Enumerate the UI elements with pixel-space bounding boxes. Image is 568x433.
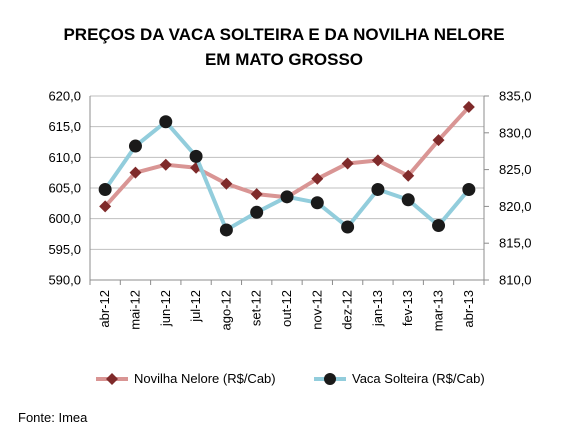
legend-item-vaca: Vaca Solteira (R$/Cab)	[314, 371, 485, 386]
y-right-tick-label: 810,0	[499, 273, 532, 288]
data-point-vaca	[250, 205, 264, 219]
data-point-vaca	[310, 196, 324, 210]
x-tick-label: abr-12	[97, 290, 112, 328]
y-left-tick-label: 605,0	[48, 181, 81, 196]
x-tick-label: jan-13	[370, 290, 385, 327]
legend-line-vaca	[314, 372, 346, 385]
data-point-vaca	[159, 115, 173, 129]
legend-line-novilha	[96, 372, 128, 385]
y-left-tick-label: 600,0	[48, 211, 81, 226]
series-line-vaca	[103, 119, 471, 232]
data-point-vaca	[128, 139, 142, 153]
x-tick-label: jun-12	[158, 290, 173, 327]
x-tick-label: fev-13	[400, 290, 415, 326]
data-point-vaca	[98, 182, 112, 196]
y-left-tick-label: 610,0	[48, 150, 81, 165]
x-tick-label: nov-12	[309, 290, 324, 330]
y-left-tick-label: 615,0	[48, 119, 81, 134]
y-left-tick-label: 620,0	[48, 89, 81, 104]
data-point-novilha	[99, 200, 112, 213]
data-point-vaca	[189, 149, 203, 163]
diamond-marker-icon	[106, 372, 118, 385]
x-tick-label: mar-13	[431, 290, 446, 331]
data-point-vaca	[371, 182, 385, 196]
data-point-vaca	[462, 182, 476, 196]
data-point-novilha	[402, 169, 415, 182]
data-point-vaca	[219, 223, 233, 237]
data-point-novilha	[371, 154, 384, 167]
data-point-novilha	[220, 177, 233, 190]
data-point-novilha	[462, 101, 475, 114]
y-left-tick-label: 590,0	[48, 273, 81, 288]
chart-title-line1: PREÇOS DA VACA SOLTEIRA E DA NOVILHA NEL…	[63, 25, 505, 44]
y-right-tick-label: 820,0	[499, 199, 532, 214]
data-point-vaca	[280, 190, 294, 204]
data-point-novilha	[341, 157, 354, 170]
x-tick-label: out-12	[279, 290, 294, 327]
data-point-novilha	[250, 188, 263, 201]
x-tick-label: mai-12	[127, 290, 142, 330]
data-point-novilha	[432, 134, 445, 147]
data-point-novilha	[129, 166, 142, 179]
y-right-tick-label: 830,0	[499, 125, 532, 140]
circle-marker-icon	[324, 372, 336, 385]
x-tick-label: ago-12	[218, 290, 233, 330]
x-tick-label: abr-13	[461, 290, 476, 328]
x-tick-label: jul-12	[188, 290, 203, 323]
source-note: Fonte: Imea	[18, 410, 88, 425]
chart-title-line2: EM MATO GROSSO	[204, 50, 364, 69]
data-point-novilha	[159, 158, 172, 171]
y-right-tick-label: 815,0	[499, 236, 532, 251]
y-left-tick-label: 595,0	[48, 242, 81, 257]
data-point-vaca	[432, 219, 446, 233]
x-tick-label: set-12	[249, 290, 264, 326]
y-right-tick-label: 825,0	[499, 162, 532, 177]
data-point-vaca	[341, 220, 355, 234]
legend-item-novilha: Novilha Nelore (R$/Cab)	[96, 371, 276, 386]
data-point-novilha	[311, 172, 324, 185]
legend-label-vaca: Vaca Solteira (R$/Cab)	[352, 371, 485, 386]
y-right-tick-label: 835,0	[499, 89, 532, 104]
data-point-vaca	[401, 193, 415, 207]
legend-label-novilha: Novilha Nelore (R$/Cab)	[134, 371, 276, 386]
x-tick-label: dez-12	[340, 290, 355, 330]
chart-title: PREÇOS DA VACA SOLTEIRA E DA NOVILHA NEL…	[0, 22, 568, 72]
